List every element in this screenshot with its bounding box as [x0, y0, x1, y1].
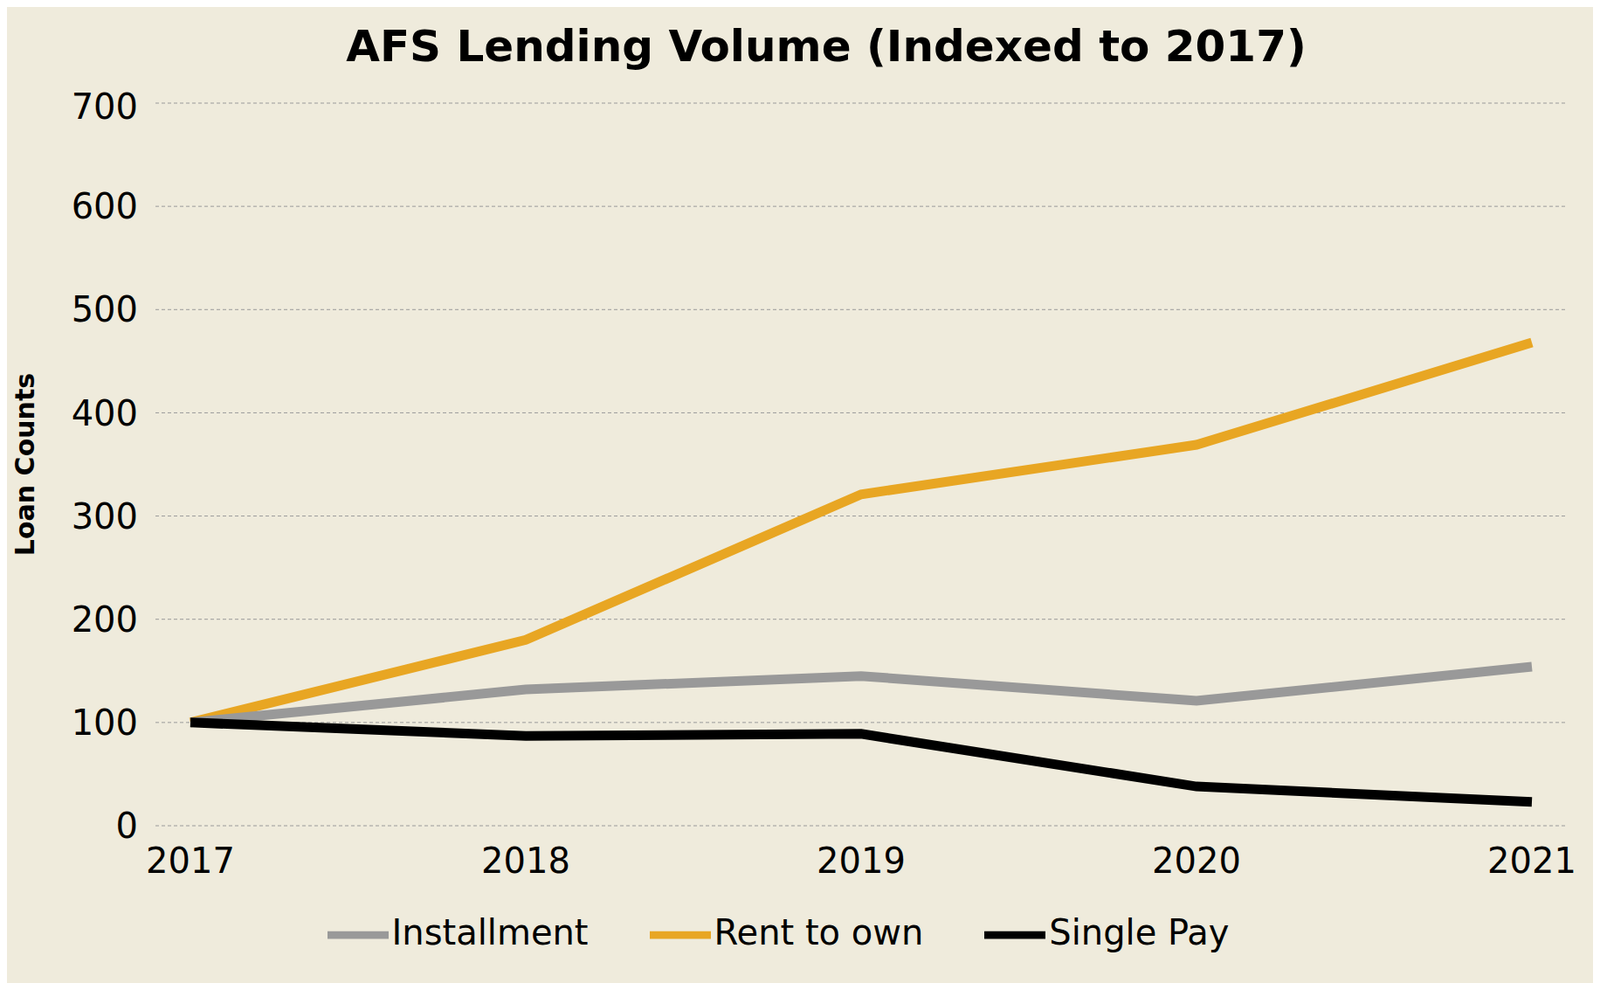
svg-text:Loan Counts: Loan Counts: [9, 372, 41, 556]
svg-text:600: 600: [71, 186, 138, 227]
svg-text:2018: 2018: [481, 840, 571, 881]
svg-text:100: 100: [71, 702, 138, 743]
svg-text:2020: 2020: [1151, 840, 1242, 881]
svg-text:500: 500: [71, 289, 138, 330]
svg-text:200: 200: [71, 599, 138, 640]
svg-text:2017: 2017: [145, 840, 235, 881]
html-text:AFS Lending Volume (Indexed to: AFS Lending Volume (Indexed to 2017): [346, 20, 1307, 72]
svg-text:0: 0: [116, 805, 138, 846]
svg-text:400: 400: [71, 393, 138, 434]
svg-text:300: 300: [71, 496, 138, 537]
svg-text:700: 700: [71, 86, 138, 127]
svg-text:2021: 2021: [1487, 840, 1577, 881]
html-text:Single Pay: Single Pay: [1049, 911, 1230, 952]
html-text:Rent to own: Rent to own: [713, 911, 924, 952]
svg-text:2019: 2019: [816, 840, 906, 881]
html-text:Installment: Installment: [391, 911, 589, 952]
